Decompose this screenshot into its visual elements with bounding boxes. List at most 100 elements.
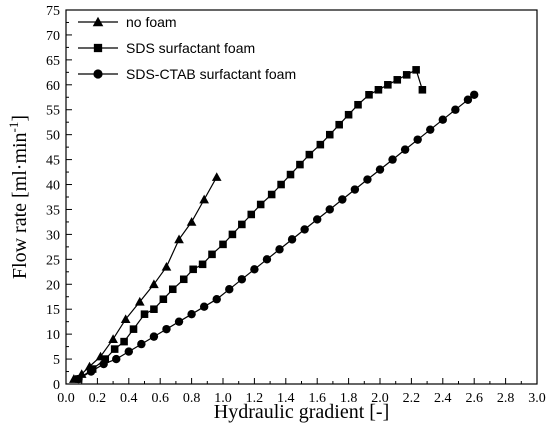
data-point-square	[344, 110, 353, 119]
data-point-square	[159, 295, 168, 304]
y-tick-label: 20	[46, 278, 60, 293]
y-tick-label: 55	[46, 104, 60, 119]
y-axis-title: Flow rate [ml·min-1]	[6, 115, 31, 279]
data-point-triangle	[120, 314, 131, 324]
data-point-square	[228, 230, 237, 239]
data-point-circle	[325, 205, 334, 214]
data-point-square	[247, 210, 256, 219]
y-axis-title-close: ]	[9, 115, 31, 122]
x-tick-label: 1.8	[340, 391, 358, 406]
x-tick-label: 0.0	[57, 391, 75, 406]
data-point-square	[365, 90, 373, 99]
data-point-circle	[237, 275, 247, 284]
x-axis-title: Hydraulic gradient [-]	[214, 401, 389, 423]
data-point-circle	[74, 374, 83, 384]
x-tick-label: 0.2	[89, 391, 107, 406]
x-tick-label: 0.6	[151, 391, 169, 406]
y-tick-label: 0	[53, 378, 60, 393]
data-point-triangle	[174, 234, 184, 244]
data-point-triangle	[92, 16, 104, 27]
data-point-square	[267, 190, 276, 199]
data-point-circle	[400, 145, 410, 154]
series-square	[74, 66, 427, 383]
legend-label: SDS surfactant foam	[126, 40, 255, 56]
data-point-square	[129, 325, 138, 333]
data-point-square	[286, 170, 295, 179]
data-point-square	[168, 285, 177, 294]
y-tick-label: 75	[46, 4, 60, 19]
data-point-circle	[174, 317, 184, 326]
data-point-circle	[149, 332, 159, 341]
data-point-circle	[262, 255, 272, 264]
data-point-square	[120, 337, 128, 346]
data-point-triangle	[211, 172, 222, 181]
data-point-square	[296, 160, 304, 169]
data-point-triangle	[199, 194, 209, 204]
data-point-triangle	[108, 334, 118, 343]
data-point-triangle	[149, 279, 159, 289]
y-tick-label: 15	[46, 303, 60, 318]
data-point-circle	[112, 354, 121, 364]
data-point-circle	[287, 235, 297, 244]
data-point-square	[219, 240, 227, 249]
data-point-square	[101, 355, 110, 363]
data-point-triangle	[134, 296, 145, 306]
data-point-circle	[338, 195, 347, 204]
data-point-square	[189, 265, 197, 274]
data-point-circle	[388, 155, 397, 164]
series-line	[73, 176, 218, 380]
data-point-circle	[86, 367, 96, 376]
data-point-square	[335, 120, 343, 129]
x-tick-label: 2.6	[465, 391, 483, 406]
data-point-square	[256, 200, 265, 209]
data-point-circle	[313, 215, 322, 224]
y-tick-label: 45	[46, 154, 60, 169]
data-point-square	[402, 71, 411, 79]
data-point-circle	[375, 165, 385, 174]
data-point-circle	[99, 359, 108, 369]
y-tick-label: 65	[46, 54, 60, 69]
data-point-square	[374, 86, 383, 94]
y-tick-label: 25	[46, 253, 60, 268]
data-point-circle	[426, 125, 435, 134]
data-point-circle	[137, 339, 146, 349]
y-tick-label: 60	[46, 79, 60, 94]
x-tick-label: 1.0	[214, 391, 232, 406]
data-point-circle	[225, 285, 234, 294]
legend-label: no foam	[126, 14, 177, 30]
legend: no foam SDS surfactant foam SDS-CTAB surfa…	[78, 14, 296, 82]
y-tick-label: 50	[46, 129, 60, 144]
data-point-circle	[438, 115, 447, 124]
data-point-square	[316, 140, 325, 149]
data-point-circle	[162, 324, 171, 334]
data-point-square	[179, 275, 188, 284]
y-axis-title-main: Flow rate [ml·min	[9, 132, 31, 279]
data-point-square	[305, 150, 314, 159]
y-axis-title-sup: -1	[6, 122, 21, 133]
data-point-circle	[187, 309, 196, 319]
y-tick-label: 30	[46, 228, 60, 243]
x-tick-label: 2.4	[434, 391, 452, 406]
data-point-square	[140, 310, 149, 318]
data-point-circle	[363, 175, 372, 184]
data-point-square	[110, 345, 119, 353]
data-point-square	[325, 130, 334, 139]
y-tick-label: 70	[46, 29, 60, 44]
data-point-circle	[93, 69, 103, 79]
data-point-triangle	[186, 217, 197, 226]
y-tick-label: 5	[53, 353, 60, 368]
data-point-circle	[470, 90, 479, 99]
x-tick-label: 2.2	[403, 391, 421, 406]
data-point-square	[418, 86, 427, 94]
data-point-circle	[275, 245, 284, 254]
data-point-square	[150, 305, 158, 313]
data-point-circle	[463, 95, 473, 104]
x-tick-label: 0.4	[120, 391, 138, 406]
data-point-circle	[451, 105, 460, 114]
x-axis: 0.0 0.2 0.4 0.6 0.8 1.0 1.2 1.4 1.6 1.8 2.0 2.2 2.4 2…	[57, 378, 546, 406]
x-tick-label: 1.2	[246, 391, 264, 406]
x-tick-label: 1.6	[308, 391, 326, 406]
data-point-triangle	[161, 261, 172, 271]
y-tick-label: 35	[46, 203, 60, 218]
